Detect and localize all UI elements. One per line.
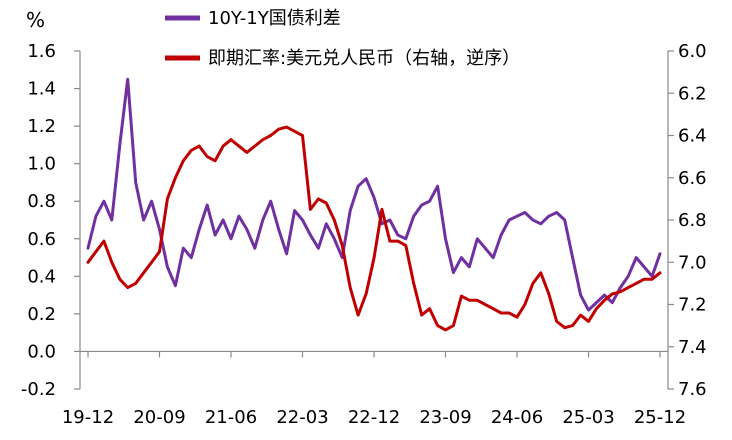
x-axis: 19-12 20-09 21-06 22-03 22-12 23-09 24-06 25-03… bbox=[62, 350, 686, 428]
right-axis-tick-label: 6.2 bbox=[678, 83, 707, 104]
left-axis: -0.2 0.0 0.2 0.4 0.6 0.8 1.0 1.2 1.4 1.6 bbox=[21, 41, 81, 400]
x-axis-tick-label: 25-12 bbox=[634, 407, 686, 428]
right-axis-tick-label: 6.6 bbox=[678, 168, 707, 189]
x-axis-tick-label: 24-06 bbox=[491, 407, 543, 428]
right-axis-tick-label: 7.0 bbox=[678, 252, 707, 273]
series-line-fx bbox=[86, 125, 662, 332]
left-axis-tick-label: 0.4 bbox=[27, 266, 56, 287]
right-axis-tick-label: 6.8 bbox=[678, 210, 707, 231]
right-axis: 6.0 6.2 6.4 6.6 6.8 7.0 7.2 7.4 7.6 bbox=[667, 41, 707, 400]
plot-lines bbox=[86, 77, 662, 332]
left-axis-tick-label: 0.6 bbox=[27, 229, 56, 250]
left-axis-tick-label: 0.8 bbox=[27, 191, 56, 212]
legend-label-spread: 10Y-1Y国债利差 bbox=[208, 8, 341, 29]
series-line-spread bbox=[86, 77, 662, 312]
right-axis-tick-label: 7.2 bbox=[678, 295, 707, 316]
left-axis-tick-label: 1.4 bbox=[27, 79, 56, 100]
x-axis-tick-label: 23-09 bbox=[419, 407, 471, 428]
left-axis-tick-label: -0.2 bbox=[21, 379, 56, 400]
y-axis-unit-label: % bbox=[26, 8, 45, 32]
left-axis-tick-label: 1.6 bbox=[27, 41, 56, 62]
x-axis-tick-label: 22-12 bbox=[348, 407, 400, 428]
x-axis-tick-label: 19-12 bbox=[62, 407, 114, 428]
left-axis-tick-label: 0.0 bbox=[27, 341, 56, 362]
x-axis-tick-label: 21-06 bbox=[205, 407, 257, 428]
right-axis-tick-label: 6.0 bbox=[678, 41, 707, 62]
left-axis-tick-label: 0.2 bbox=[27, 304, 56, 325]
x-axis-tick-label: 20-09 bbox=[133, 407, 185, 428]
right-axis-tick-label: 7.6 bbox=[678, 379, 707, 400]
left-axis-tick-label: 1.2 bbox=[27, 116, 56, 137]
right-axis-tick-label: 6.4 bbox=[678, 126, 707, 147]
right-axis-tick-label: 7.4 bbox=[678, 337, 707, 358]
x-axis-tick-label: 25-03 bbox=[562, 407, 614, 428]
x-axis-tick-label: 22-03 bbox=[276, 407, 328, 428]
legend-label-fx: 即期汇率:美元兑人民币（右轴，逆序） bbox=[208, 48, 520, 69]
legend: 10Y-1Y国债利差 即期汇率:美元兑人民币（右轴，逆序） bbox=[165, 8, 520, 69]
left-axis-tick-label: 1.0 bbox=[27, 154, 56, 175]
